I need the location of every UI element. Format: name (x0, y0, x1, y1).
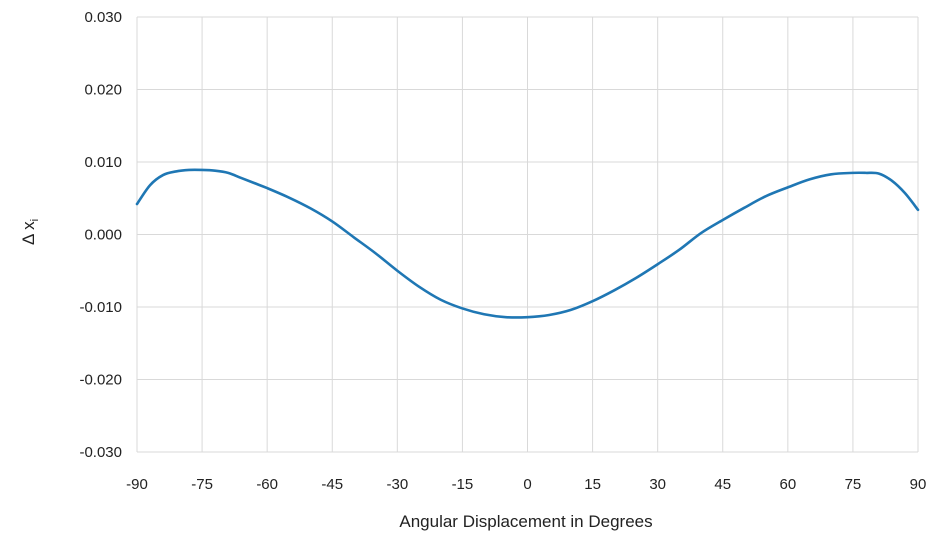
y-tick-label: 0.010 (84, 154, 122, 171)
x-tick-label: -90 (126, 476, 148, 493)
y-axis-title-main: Δ x (19, 221, 38, 245)
x-tick-label: -30 (386, 476, 408, 493)
y-tick-label: 0.020 (84, 82, 122, 99)
y-tick-labels: 0.030 0.020 0.010 0.000 -0.010 -0.020 -0.030 (79, 9, 122, 461)
y-tick-label: -0.030 (79, 444, 122, 461)
x-tick-label: 30 (649, 476, 666, 493)
x-tick-label: 75 (845, 476, 862, 493)
x-tick-label: 0 (523, 476, 531, 493)
x-tick-label: 45 (714, 476, 731, 493)
x-tick-label: -15 (452, 476, 474, 493)
series-line (135, 168, 920, 319)
y-axis-title: Δ xi (19, 219, 41, 245)
x-tick-label: 60 (779, 476, 796, 493)
y-axis-title-subscript: i (29, 219, 41, 221)
x-axis-title: Angular Displacement in Degrees (399, 512, 652, 531)
y-tick-label: -0.010 (79, 299, 122, 316)
x-tick-label: -75 (191, 476, 213, 493)
x-tick-label: 15 (584, 476, 601, 493)
x-tick-label: -60 (256, 476, 278, 493)
y-tick-label: 0.000 (84, 227, 122, 244)
series-layer (135, 168, 920, 319)
x-tick-labels: -90 -75 -60 -45 -30 -15 0 15 30 45 60 75 90 (126, 476, 926, 493)
x-tick-label: -45 (321, 476, 343, 493)
y-tick-label: -0.020 (79, 372, 122, 389)
y-tick-label: 0.030 (84, 9, 122, 26)
grid (136, 16, 919, 453)
x-tick-label: 90 (910, 476, 927, 493)
